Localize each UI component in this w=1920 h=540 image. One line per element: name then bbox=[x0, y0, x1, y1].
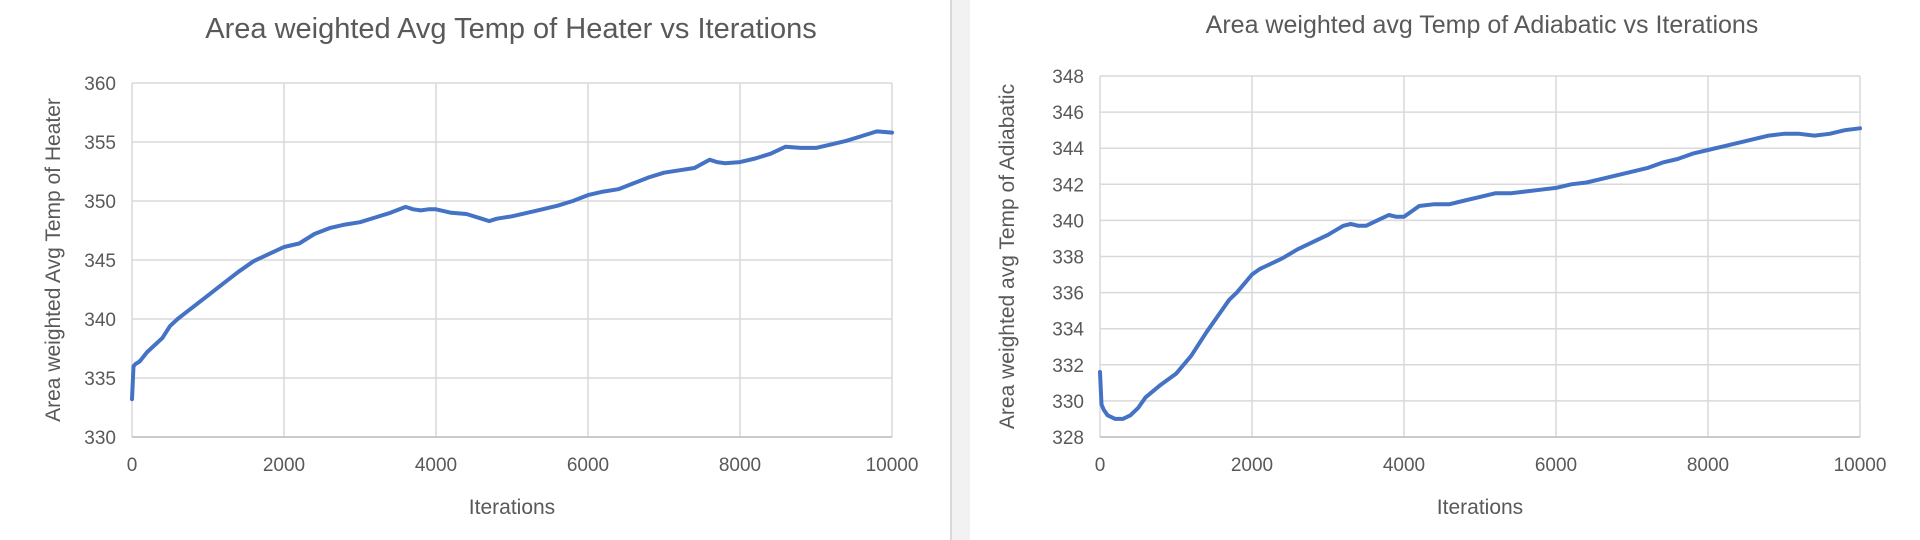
chart-panel-heater: 330 335 340 345 350 355 360 0 2000 4000 6000 8000 10… bbox=[0, 0, 950, 540]
x-tick-label: 10000 bbox=[1834, 455, 1887, 476]
x-axis-title: Iterations bbox=[469, 496, 555, 519]
x-tick-label: 6000 bbox=[567, 455, 609, 476]
x-axis-title: Iterations bbox=[1437, 496, 1523, 519]
y-tick-label: 330 bbox=[1052, 392, 1084, 413]
x-tick-label: 4000 bbox=[415, 455, 457, 476]
y-tick-label: 360 bbox=[84, 74, 116, 95]
chart-title: Area weighted Avg Temp of Heater vs Iter… bbox=[205, 13, 817, 45]
y-tick-label: 334 bbox=[1052, 320, 1084, 341]
y-tick-label: 340 bbox=[1052, 211, 1084, 232]
y-tick-label: 330 bbox=[84, 428, 116, 449]
y-axis-title: Area weighted avg Temp of Adiabatic bbox=[996, 84, 1019, 429]
series-line bbox=[1098, 126, 1862, 421]
y-tick-label: 344 bbox=[1052, 139, 1084, 160]
y-tick-label: 328 bbox=[1052, 428, 1084, 449]
x-tick-label: 6000 bbox=[1535, 455, 1577, 476]
x-tick-label: 0 bbox=[1095, 455, 1106, 476]
chart-panel-adiabatic: 328 330 332 334 336 338 340 342 344 346 348 0 2000 40… bbox=[970, 0, 1920, 540]
heater-chart: 330 335 340 345 350 355 360 0 2000 4000 6000 8000 10… bbox=[42, 13, 919, 519]
y-tick-label: 332 bbox=[1052, 356, 1084, 377]
panel-divider bbox=[950, 0, 952, 540]
x-tick-label: 0 bbox=[127, 455, 138, 476]
y-tick-label: 355 bbox=[84, 133, 116, 154]
y-tick-label: 345 bbox=[84, 251, 116, 272]
x-tick-label: 8000 bbox=[1687, 455, 1729, 476]
x-tick-label: 4000 bbox=[1383, 455, 1425, 476]
x-tick-label: 8000 bbox=[719, 455, 761, 476]
x-tick-label: 2000 bbox=[1231, 455, 1273, 476]
y-tick-label: 348 bbox=[1052, 67, 1084, 88]
y-tick-label: 340 bbox=[84, 310, 116, 331]
y-tick-label: 336 bbox=[1052, 284, 1084, 305]
x-tick-label: 2000 bbox=[263, 455, 305, 476]
y-tick-label: 346 bbox=[1052, 103, 1084, 124]
y-tick-label: 338 bbox=[1052, 248, 1084, 269]
y-axis-title: Area weighted Avg Temp of Heater bbox=[42, 98, 65, 422]
y-tick-label: 335 bbox=[84, 369, 116, 390]
x-tick-label: 10000 bbox=[866, 455, 919, 476]
series-line bbox=[130, 129, 894, 402]
y-tick-label: 350 bbox=[84, 192, 116, 213]
chart-title: Area weighted avg Temp of Adiabatic vs I… bbox=[1206, 11, 1759, 39]
adiabatic-chart: 328 330 332 334 336 338 340 342 344 346 348 0 2000 40… bbox=[996, 11, 1887, 519]
y-tick-label: 342 bbox=[1052, 175, 1084, 196]
